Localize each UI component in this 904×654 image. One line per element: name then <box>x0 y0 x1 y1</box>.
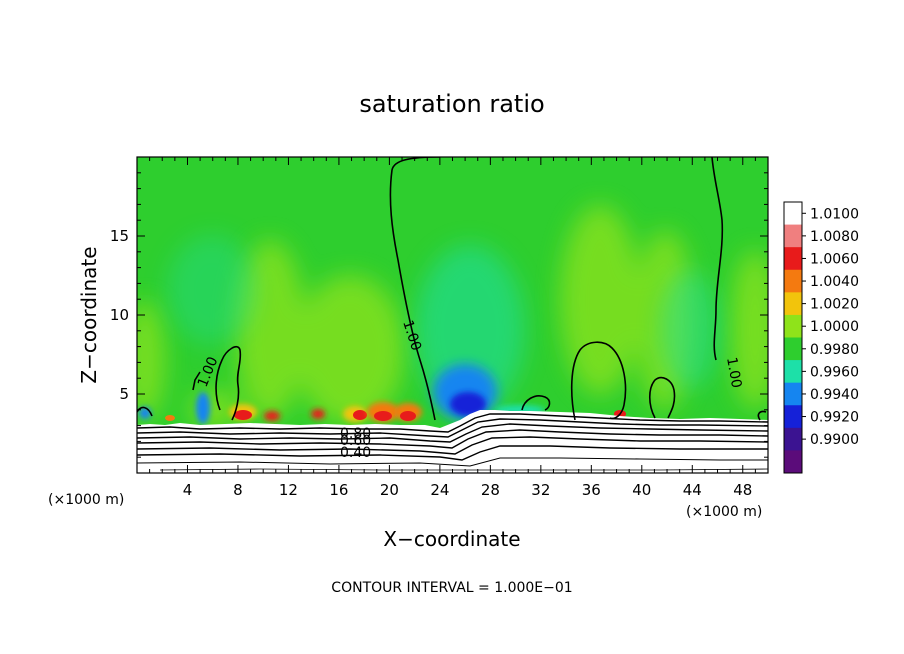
colorbar-swatch <box>784 224 802 248</box>
x-tick-label: 12 <box>279 481 298 499</box>
colorbar-label: 1.0100 <box>810 206 859 222</box>
colorbar-label: 0.9940 <box>810 387 859 403</box>
colorbar-swatch <box>784 292 802 316</box>
field-dry-regions <box>139 235 720 424</box>
contour-label: 0.60 <box>340 433 371 449</box>
x-tick-label: 24 <box>430 481 449 499</box>
x-tick-label: 20 <box>380 481 399 499</box>
x-tick-label: 44 <box>683 481 702 499</box>
colorbar-swatch <box>784 247 802 271</box>
x-tick-label: 40 <box>632 481 651 499</box>
y-tick-label: 15 <box>110 227 129 245</box>
colorbar-swatch <box>784 382 802 406</box>
terrain-contours <box>137 413 768 471</box>
x-tick-label: 16 <box>329 481 348 499</box>
colorbar-label: 1.0080 <box>810 229 859 245</box>
colorbar-swatch <box>784 427 802 451</box>
x-tick-label: 8 <box>233 481 243 499</box>
colorbar-frame <box>783 201 803 474</box>
colorbar-label: 0.9980 <box>810 342 859 358</box>
colorbar-label: 0.9960 <box>810 364 859 380</box>
x-tick-label: 36 <box>582 481 601 499</box>
colorbar-swatch <box>784 202 802 226</box>
plot-area <box>137 157 768 473</box>
y-tick-label: 5 <box>119 385 129 403</box>
colorbar-swatch <box>784 269 802 293</box>
y-axis-ticks: 5 10 15 <box>110 172 768 458</box>
contour-label: 0.40 <box>340 445 371 461</box>
colorbar-label: 1.0000 <box>810 319 859 335</box>
contour-interval-note: CONTOUR INTERVAL = 1.000E−01 <box>331 580 572 596</box>
colorbar-label: 0.9900 <box>810 432 859 448</box>
x-tick-label: 28 <box>481 481 500 499</box>
colorbar-swatch <box>784 314 802 338</box>
colorbar-label: 1.0020 <box>810 297 859 313</box>
cloud-contours <box>137 157 767 421</box>
colorbar: 1.0100 1.0080 1.0060 1.0040 1.0020 1.0000 0.99… <box>783 201 859 474</box>
x-axis-label: X−coordinate <box>383 527 520 551</box>
chart-title: saturation ratio <box>359 90 544 118</box>
colorbar-label: 1.0060 <box>810 251 859 267</box>
contour-labels: 1.00 1.00 1.00 0.80 0.60 0.40 <box>195 318 744 461</box>
y-axis-label: Z−coordinate <box>77 246 101 383</box>
colorbar-swatch <box>784 405 802 429</box>
colorbar-swatch <box>784 337 802 361</box>
x-tick-label: 4 <box>183 481 193 499</box>
contour-label: 1.00 <box>723 356 744 389</box>
y-unit-label: (×1000 m) <box>48 492 124 508</box>
x-axis-ticks: 4 8 12 16 20 24 28 32 36 40 44 48 <box>149 157 756 499</box>
x-unit-label: (×1000 m) <box>686 504 762 520</box>
x-tick-label: 32 <box>531 481 550 499</box>
contour-label: 0.80 <box>340 426 371 442</box>
x-tick-label: 48 <box>733 481 752 499</box>
y-tick-label: 10 <box>110 306 129 324</box>
colorbar-swatch <box>784 360 802 384</box>
colorbar-swatch <box>784 450 802 474</box>
colorbar-label: 1.0040 <box>810 274 859 290</box>
colorbar-label: 0.9920 <box>810 410 859 426</box>
